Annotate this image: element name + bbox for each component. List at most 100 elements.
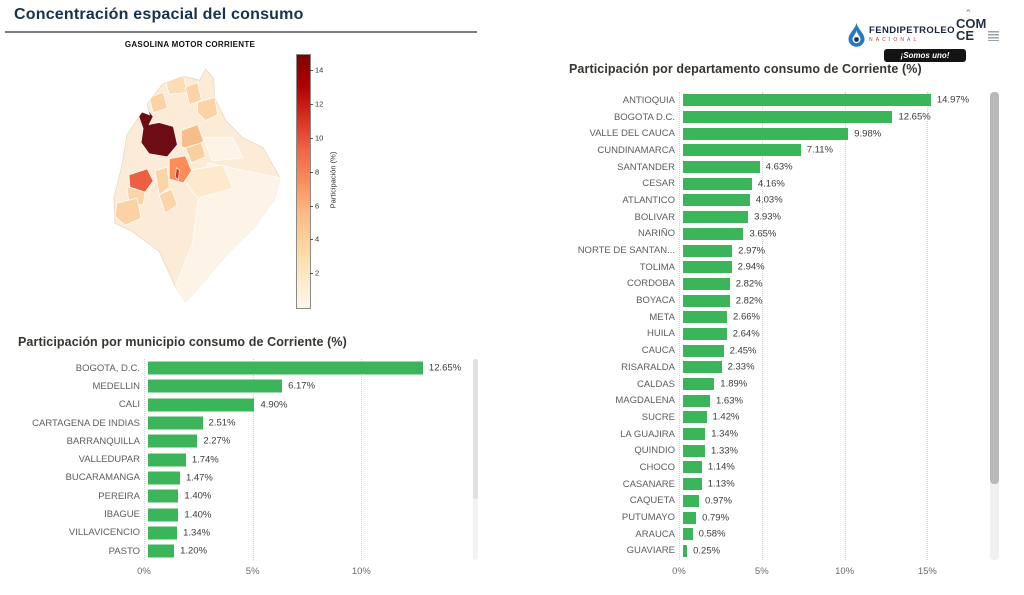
value-label: 0.58% [698, 528, 726, 540]
value-label: 3.65% [749, 228, 777, 240]
bar-cordoba[interactable] [683, 277, 730, 290]
category-label: RISARALDA [621, 361, 675, 373]
map-region-meta[interactable] [185, 164, 234, 199]
bar-row: VILLAVICENCIO 1.34% [14, 524, 478, 542]
category-label: MEDELLIN [92, 380, 140, 392]
scrollbar-thumb[interactable] [990, 92, 999, 484]
category-label: BOGOTA D.C. [613, 111, 675, 123]
bar-zone: 4.03% [683, 192, 991, 209]
bar-antioquia[interactable] [683, 94, 931, 107]
chart-scrollbar[interactable] [473, 359, 478, 561]
category-label: NORTE DE SANTAN... [577, 245, 675, 257]
x-tick-label: 5% [754, 565, 769, 577]
bar-row: VALLE DEL CAUCA 9.98% [563, 125, 1013, 142]
bar-pasto[interactable] [148, 544, 175, 558]
bar-magdalena[interactable] [683, 394, 710, 407]
bar-row: ANTIOQUIA 14.97% [563, 92, 1013, 109]
colombia-map[interactable] [95, 52, 295, 314]
map-region-antioquia[interactable] [137, 107, 178, 158]
bar-zone: 1.40% [148, 487, 474, 505]
value-label: 0.97% [705, 495, 732, 507]
bar-caqueta[interactable] [683, 494, 700, 507]
map-region-coast[interactable] [164, 75, 188, 95]
map-region-boyaca[interactable] [184, 142, 207, 164]
bar-row: SUCRE 1.42% [563, 409, 1013, 426]
scrollbar-thumb[interactable] [473, 359, 478, 499]
value-label: 0.79% [702, 512, 730, 524]
bar-cartagena-de-indias[interactable] [148, 416, 203, 430]
bar-zone: 4.90% [148, 396, 474, 414]
bar-ibague[interactable] [148, 508, 179, 522]
bar-boyaca[interactable] [683, 294, 730, 307]
comce-logo: COM CE [956, 17, 1000, 42]
bar-casanare[interactable] [683, 478, 702, 491]
value-label: 1.40% [184, 509, 212, 521]
bar-bogota-d-c-[interactable] [148, 361, 423, 375]
bar-bogota-d-c-[interactable] [683, 111, 893, 124]
map-region-norte-santander[interactable] [197, 96, 219, 121]
bar-nari-o[interactable] [683, 227, 744, 240]
bar-cauca[interactable] [683, 344, 724, 357]
bar-cundinamarca[interactable] [683, 144, 801, 157]
bar-row: ARAUCA 0.58% [563, 526, 1013, 543]
map-region-narino[interactable] [114, 197, 142, 226]
bar-norte-de-santan-[interactable] [683, 244, 733, 257]
bar-villavicencio[interactable] [148, 526, 178, 540]
map-region-tolima[interactable] [154, 166, 170, 196]
bar-caldas[interactable] [683, 378, 715, 391]
bar-valledupar[interactable] [148, 453, 186, 467]
bar-arauca[interactable] [683, 528, 693, 541]
choropleth-map-panel: GASOLINA MOTOR CORRIENTE [90, 38, 380, 330]
bar-row: BARRANQUILLA 2.27% [14, 432, 478, 450]
bar-tolima[interactable] [683, 261, 732, 274]
category-label: VILLAVICENCIO [68, 527, 140, 539]
bar-guaviare[interactable] [683, 544, 688, 557]
bar-row: CASANARE 1.13% [563, 476, 1013, 493]
category-label: BOYACA [636, 295, 675, 307]
bar-bucaramanga[interactable] [148, 471, 180, 485]
bar-sucre[interactable] [683, 411, 707, 424]
category-label: HUILA [647, 328, 675, 340]
grid-layer [144, 359, 470, 561]
map-region-cordoba-sucre[interactable] [148, 91, 168, 113]
category-label: SUCRE [641, 411, 675, 423]
bar-zone: 0.97% [683, 493, 991, 510]
map-region-huila[interactable] [158, 188, 178, 214]
bar-cali[interactable] [148, 398, 255, 412]
map-region-cesar[interactable] [185, 81, 202, 105]
value-label: 2.66% [733, 311, 760, 323]
map-region-casanare[interactable] [202, 137, 244, 162]
bar-bolivar[interactable] [683, 211, 749, 224]
category-label: LA GUAJIRA [620, 428, 675, 440]
bar-zone: 1.34% [683, 426, 991, 443]
bar-barranquilla[interactable] [148, 434, 198, 448]
map-region-cundinamarca[interactable] [168, 155, 192, 184]
map-region-valle-del-cauca[interactable] [128, 168, 154, 193]
x-tick-label: 10% [351, 566, 371, 578]
map-region-bogota[interactable] [174, 167, 180, 181]
chart-scrollbar[interactable] [990, 92, 999, 560]
bar-row: NORTE DE SANTAN... 2.97% [563, 242, 1013, 259]
comce-smallprint [988, 31, 1000, 41]
bar-row: CAQUETA 0.97% [563, 493, 1013, 510]
bar-medellin[interactable] [148, 379, 283, 393]
bar-cesar[interactable] [683, 177, 752, 190]
bar-meta[interactable] [683, 311, 728, 324]
bar-huila[interactable] [683, 327, 727, 340]
bar-la-guajira[interactable] [683, 428, 706, 441]
value-label: 14.97% [936, 94, 970, 106]
value-label: 4.90% [260, 399, 288, 411]
colorbar-tick-label: 4 [315, 234, 320, 244]
bar-pereira[interactable] [148, 489, 179, 503]
bar-risaralda[interactable] [683, 361, 722, 374]
bar-row: CORDOBA 2.82% [563, 276, 1013, 293]
bar-santander[interactable] [683, 161, 760, 174]
bar-valle-del-cauca[interactable] [683, 127, 849, 140]
bar-quindio[interactable] [683, 444, 706, 457]
bar-atlantico[interactable] [683, 194, 750, 207]
bar-putumayo[interactable] [683, 511, 697, 524]
bar-choco[interactable] [683, 461, 702, 474]
gridline [927, 92, 929, 560]
x-tick-label: 10% [835, 565, 855, 577]
gridline [844, 92, 846, 560]
